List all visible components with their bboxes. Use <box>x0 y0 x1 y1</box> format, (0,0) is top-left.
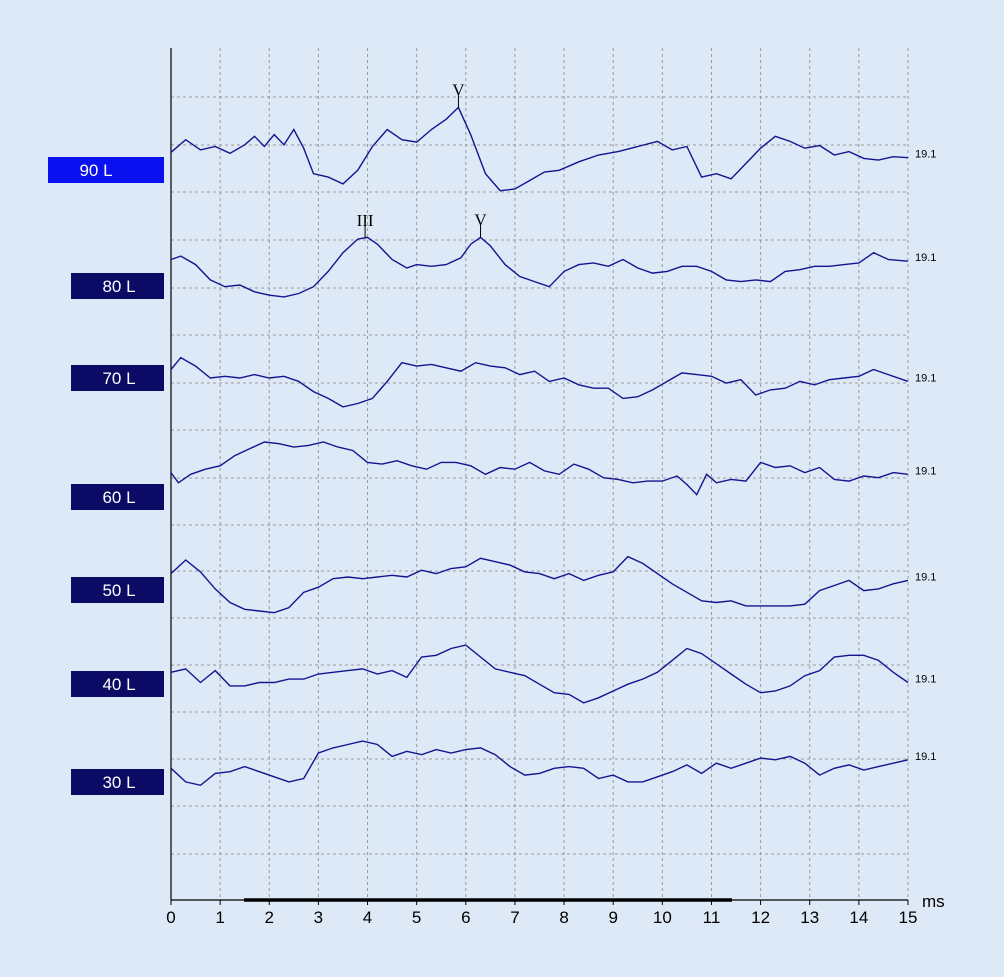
channel-label-text: 60 L <box>102 488 135 507</box>
waveform-trace <box>170 555 909 614</box>
channel-label-box[interactable] <box>48 157 164 183</box>
x-tick-label: 4 <box>363 908 372 927</box>
trace-gain-label: 19.1 <box>915 465 936 477</box>
x-tick-label: 2 <box>265 908 274 927</box>
channel-label-text: 30 L <box>102 773 135 792</box>
channel-label-text: 50 L <box>102 581 135 600</box>
channel-label-text: 40 L <box>102 675 135 694</box>
axes: ms <box>170 48 945 911</box>
x-tick-label: 5 <box>412 908 421 927</box>
grid <box>171 48 909 900</box>
channel-label-box[interactable] <box>71 769 164 795</box>
channel-label-box[interactable] <box>71 671 164 697</box>
trace-gain-label: 19.1 <box>915 149 936 161</box>
trace-gain-label: 19.1 <box>915 751 936 763</box>
peak-label: V <box>474 210 487 229</box>
x-axis-unit: ms <box>922 892 945 911</box>
x-tick-label: 8 <box>559 908 568 927</box>
trace-gain-label: 19.1 <box>915 252 936 264</box>
channel-labels[interactable]: 90 L 80 L 70 L 60 L 50 L 40 L 30 L <box>48 157 164 795</box>
channel-label[interactable]: 90 L <box>48 157 164 183</box>
x-tick-label: 14 <box>849 908 868 927</box>
x-tick-label: 13 <box>800 908 819 927</box>
channel-label-box[interactable] <box>71 273 164 299</box>
channel-label[interactable]: 40 L <box>71 671 164 697</box>
channel-label[interactable]: 50 L <box>71 577 164 603</box>
trace-gain-label: 19.1 <box>915 674 936 686</box>
channel-label-box[interactable] <box>71 577 164 603</box>
channel-label[interactable]: 60 L <box>71 484 164 510</box>
x-tick-label: 15 <box>899 908 918 927</box>
peak-label: V <box>452 80 465 99</box>
channel-label[interactable]: 80 L <box>71 273 164 299</box>
peak-label: III <box>357 211 374 230</box>
channel-label[interactable]: 30 L <box>71 769 164 795</box>
channel-label[interactable]: 70 L <box>71 365 164 391</box>
channel-label-box[interactable] <box>71 365 164 391</box>
channel-label-box[interactable] <box>71 484 164 510</box>
waveform-trace <box>170 356 909 408</box>
waveform-trace <box>170 236 909 298</box>
waveform-traces: 19.1 V 19.1 III V 19.1 19.1 19.1 19.1 19.1 <box>170 80 936 787</box>
channel-label-text: 80 L <box>102 277 135 296</box>
x-tick-label: 12 <box>751 908 770 927</box>
channel-label-text: 90 L <box>79 161 112 180</box>
waveform-trace <box>170 441 909 496</box>
x-tick-labels: 0 1 2 3 4 5 6 7 8 9 10 11 12 13 14 15 <box>166 900 917 927</box>
waveform-trace <box>170 106 909 192</box>
waveform-trace <box>170 644 909 704</box>
x-tick-label: 0 <box>166 908 175 927</box>
x-tick-label: 11 <box>703 908 721 927</box>
channel-label-text: 70 L <box>102 369 135 388</box>
trace-gain-label: 19.1 <box>915 571 936 583</box>
x-tick-label: 9 <box>608 908 617 927</box>
x-tick-label: 3 <box>314 908 323 927</box>
x-tick-label: 10 <box>653 908 672 927</box>
trace-gain-label: 19.1 <box>915 372 936 384</box>
x-tick-label: 7 <box>510 908 519 927</box>
x-tick-label: 6 <box>461 908 470 927</box>
x-tick-label: 1 <box>215 908 224 927</box>
waveform-trace <box>170 740 909 787</box>
